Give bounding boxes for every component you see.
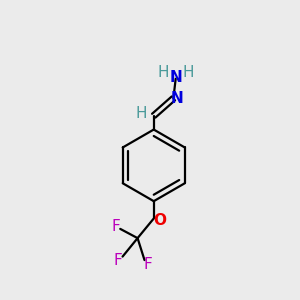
Text: O: O [153, 213, 166, 228]
Text: F: F [114, 253, 122, 268]
Text: H: H [157, 65, 169, 80]
Text: N: N [170, 91, 183, 106]
Text: F: F [144, 257, 152, 272]
Text: H: H [183, 65, 194, 80]
Text: F: F [111, 219, 120, 234]
Text: H: H [135, 106, 147, 121]
Text: N: N [169, 70, 182, 85]
